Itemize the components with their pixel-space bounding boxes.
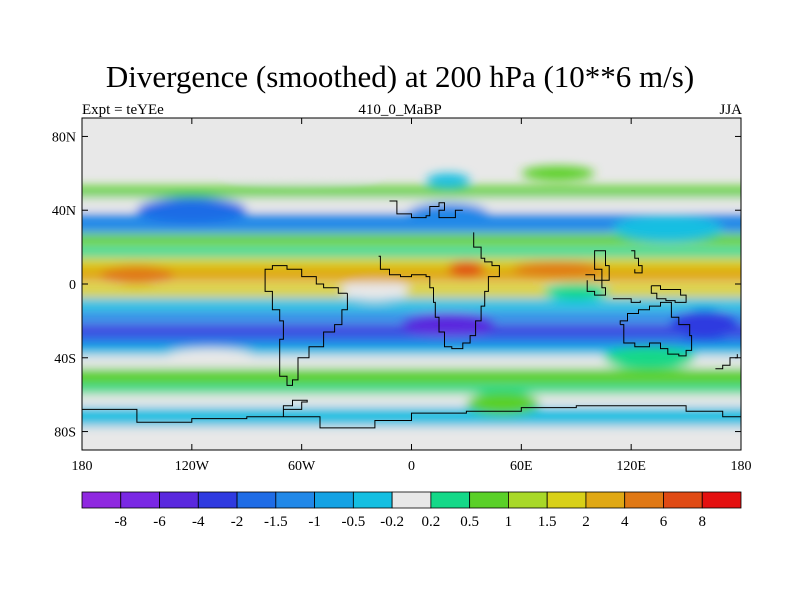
experiment-label: Expt = teYEe <box>82 102 164 118</box>
field-blob-6 <box>402 313 494 336</box>
colorbar-box-16 <box>701 491 742 509</box>
field-blob-5 <box>512 261 604 277</box>
field-band-15 <box>82 368 741 384</box>
colorbar-label-10: 1 <box>505 514 513 530</box>
colorbar-box-10 <box>469 491 509 509</box>
field-blob-2 <box>612 215 723 242</box>
coastline-7 <box>594 250 610 281</box>
x-tick-label-3: 0 <box>408 459 415 474</box>
colorbar-label-2: -4 <box>192 514 205 530</box>
colorbar-box-15 <box>663 491 703 509</box>
field-blob-14 <box>521 165 595 181</box>
colorbar-box-12 <box>546 491 587 509</box>
field-band-1 <box>82 186 741 198</box>
coastline-2 <box>264 265 348 386</box>
x-tick-label-4: 60E <box>510 459 533 474</box>
x-tick-label-0: 180 <box>72 459 93 474</box>
field-band-14 <box>82 355 741 367</box>
x-tick-label-1: 120W <box>175 459 210 474</box>
colorbar-box-7 <box>352 491 393 509</box>
field-band-8 <box>82 285 741 297</box>
colorbar-box-4 <box>236 491 277 509</box>
colorbar-box-6 <box>314 491 354 509</box>
colorbar-box-0 <box>81 491 122 509</box>
coastlines <box>82 200 741 429</box>
colorbar-label-6: -0.5 <box>341 514 365 530</box>
field-band-10 <box>82 311 741 323</box>
colorbar-label-3: -2 <box>231 514 244 530</box>
colorbar-box-5 <box>275 491 315 509</box>
field-band-13 <box>82 345 741 356</box>
period-label: 410_0_MaBP <box>358 102 442 118</box>
x-tick-label-5: 120E <box>616 459 646 474</box>
colorbar-box-14 <box>624 491 664 509</box>
season-label: JJA <box>719 102 742 118</box>
colorbar-box-11 <box>508 491 548 509</box>
colorbar-label-0: -8 <box>115 514 128 530</box>
y-tick-label-2: 0 <box>69 278 76 293</box>
colorbar-label-11: 1.5 <box>538 514 557 530</box>
coastline-3 <box>619 301 693 357</box>
colorbar-box-3 <box>197 491 238 509</box>
field-band-19 <box>82 426 741 445</box>
field-blob-4 <box>100 265 174 284</box>
y-tick-label-1: 40N <box>52 204 76 219</box>
colorbar: -8 -6 -4 -2 -1.5 -1 -0.5 -0.2 0.2 0.5 1 1.5 2 4 6 8 <box>81 491 742 530</box>
field-blob-7 <box>671 309 738 340</box>
coastline-1 <box>378 232 500 350</box>
colorbar-label-14: 6 <box>660 514 668 530</box>
field-band-0 <box>82 119 741 150</box>
colorbar-box-8 <box>391 491 432 509</box>
coastline-5 <box>612 298 641 303</box>
colorbar-box-2 <box>159 491 199 509</box>
colorbar-label-4: -1.5 <box>264 514 288 530</box>
coastline-9 <box>82 399 741 429</box>
y-tick-label-4: 80S <box>54 426 76 441</box>
colorbar-box-1 <box>120 491 160 509</box>
field-blob-0 <box>407 202 489 225</box>
colorbar-label-15: 8 <box>698 514 706 530</box>
field-band-4 <box>82 234 741 246</box>
coastline-4 <box>585 274 606 296</box>
colorbar-box-13 <box>585 491 626 509</box>
field-blob-10 <box>164 348 256 367</box>
field-band-3 <box>82 213 741 233</box>
colorbar-label-7: -0.2 <box>380 514 404 530</box>
coastline-0 <box>389 200 463 219</box>
y-tick-label-3: 40S <box>54 352 76 367</box>
x-tick-label-6: 180 <box>731 459 752 474</box>
y-tick-label-0: 80N <box>52 130 76 145</box>
field-blob-3 <box>448 261 485 277</box>
colorbar-label-1: -6 <box>153 514 166 530</box>
field-band-12 <box>82 336 741 346</box>
colorbar-label-8: 0.2 <box>422 514 441 530</box>
x-tick-label-2: 60W <box>288 459 316 474</box>
field-blob-13 <box>228 164 375 183</box>
colorbar-label-12: 2 <box>582 514 590 530</box>
field-blob-11 <box>603 346 696 369</box>
colorbar-label-9: 0.5 <box>460 514 479 530</box>
colorbar-label-13: 4 <box>621 514 629 530</box>
field-blob-9 <box>543 284 610 299</box>
field-band-9 <box>82 298 741 310</box>
axis-ticks: 180 120W 60W 0 60E 120E 180 80N 40N 0 40S 80S <box>52 118 752 474</box>
field-band-17 <box>82 394 741 406</box>
chart-title: Divergence (smoothed) at 200 hPa (10**6 … <box>105 59 695 94</box>
field-band-2 <box>82 197 741 209</box>
coastline-6 <box>650 285 687 303</box>
field-blob-15 <box>426 173 471 189</box>
field-band-5 <box>82 248 741 258</box>
colorbar-box-9 <box>430 491 471 509</box>
coastline-8 <box>631 250 643 274</box>
field-blob-8 <box>341 282 408 301</box>
field-blob-1 <box>136 197 247 224</box>
colorbar-label-5: -1 <box>308 514 321 530</box>
field-band-16 <box>82 384 741 394</box>
field-band-6 <box>82 259 741 269</box>
